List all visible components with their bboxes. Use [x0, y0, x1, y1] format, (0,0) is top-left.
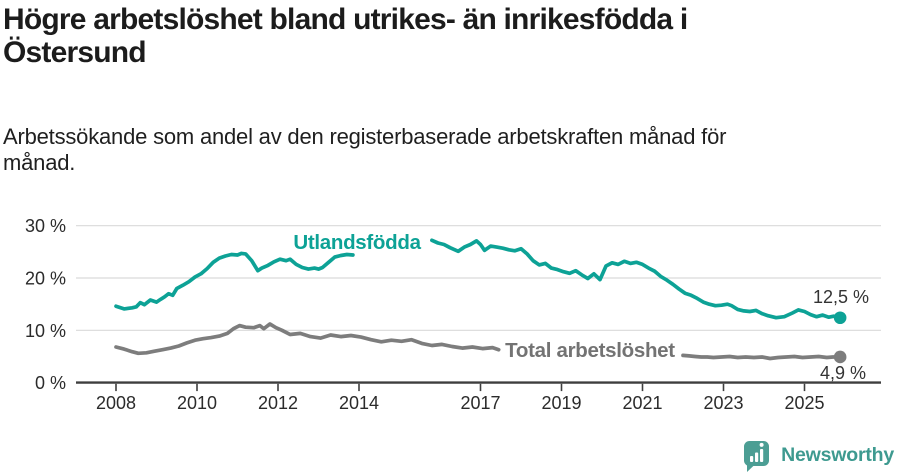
x-tick-label-2012: 2012: [258, 393, 298, 413]
chart-title-line1: Högre arbetslöshet bland utrikes- än inr…: [3, 3, 688, 36]
series-line-utlandsfodda-seg2: [430, 238, 842, 320]
x-tick-label-2019: 2019: [541, 393, 581, 413]
series-label-utlandsfodda: Utlandsfödda: [293, 231, 421, 254]
x-axis: 2008 2010 2012 2014 2017 2019 2021 2023 2025: [76, 381, 881, 413]
bar-chart-speech-bubble-icon: [744, 441, 770, 472]
x-tick-label-2017: 2017: [460, 393, 500, 413]
chart-labels: Utlandsfödda 12,5 % Total arbetslöshet 4,9 …: [293, 231, 869, 383]
x-tick-label-2023: 2023: [703, 393, 743, 413]
chart-title: Högre arbetslöshet bland utrikes- än inr…: [3, 3, 883, 69]
newsworthy-logo[interactable]: Newsworthy: [741, 438, 894, 472]
y-tick-label-30: 30 %: [25, 216, 66, 236]
x-tick-label-2008: 2008: [96, 393, 136, 413]
x-tick-label-2014: 2014: [339, 393, 379, 413]
brand-name: Newsworthy: [781, 443, 894, 466]
chart-subtitle: Arbetssökande som andel av den registerb…: [3, 124, 863, 176]
end-value-label-total: 4,9 %: [820, 363, 866, 383]
series-line-total-seg2: [681, 353, 842, 361]
gridlines: 0 % 10 % 20 % 30 %: [25, 216, 881, 393]
x-tick-label-2010: 2010: [177, 393, 217, 413]
chart-title-line2: Östersund: [3, 36, 147, 69]
y-tick-label-0: 0 %: [35, 373, 66, 393]
y-tick-label-10: 10 %: [25, 321, 66, 341]
x-tick-label-2025: 2025: [784, 393, 824, 413]
series-label-total: Total arbetslöshet: [505, 339, 675, 362]
chart-subtitle-line2: månad.: [3, 150, 76, 175]
series-line-utlandsfodda-seg1: [114, 251, 355, 311]
series-line-total-seg1: [114, 322, 501, 356]
data-series: [114, 238, 847, 364]
x-tick-label-2021: 2021: [622, 393, 662, 413]
series-end-dot-total: [833, 350, 847, 364]
series-end-dot-utlandsfodda: [833, 311, 847, 325]
y-tick-label-20: 20 %: [25, 269, 66, 289]
end-value-label-utlandsfodda: 12,5 %: [813, 287, 869, 307]
chart-subtitle-line1: Arbetssökande som andel av den registerb…: [3, 124, 727, 149]
